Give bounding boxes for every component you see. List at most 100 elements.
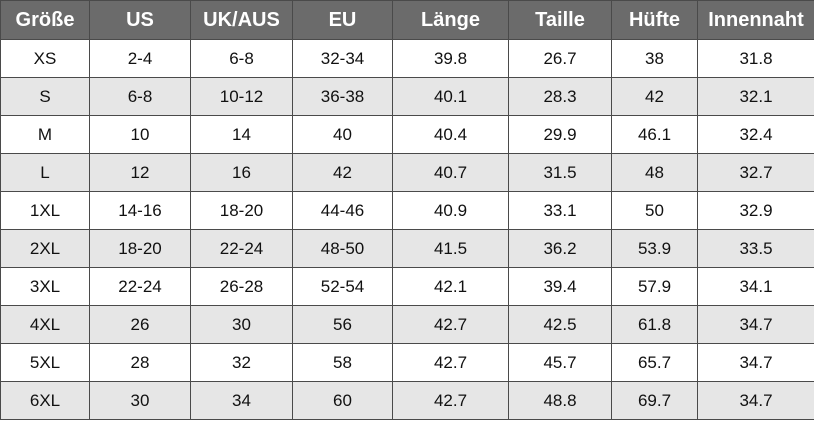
table-cell: 34	[190, 381, 293, 420]
table-cell: 42.5	[508, 305, 612, 344]
table-cell: 10	[89, 115, 191, 154]
header-cell: Taille	[508, 0, 612, 40]
table-cell: 40.4	[392, 115, 509, 154]
table-cell: 34.7	[697, 343, 814, 382]
table-cell: 1XL	[0, 191, 90, 230]
table-cell: 40	[292, 115, 393, 154]
table-cell: 32.1	[697, 77, 814, 116]
table-cell: 28.3	[508, 77, 612, 116]
table-row: 1XL 14-16 18-20 44-46 40.9 33.1 50 32.9	[0, 191, 814, 230]
table-cell: 48.8	[508, 381, 612, 420]
table-row: M 10 14 40 40.4 29.9 46.1 32.4	[0, 115, 814, 154]
header-cell: Größe	[0, 0, 90, 40]
table-cell: 41.5	[392, 229, 509, 268]
table-cell: 39.4	[508, 267, 612, 306]
table-cell: 12	[89, 153, 191, 192]
header-cell: Innennaht	[697, 0, 814, 40]
table-cell: 2XL	[0, 229, 90, 268]
table-cell: 69.7	[611, 381, 698, 420]
table-cell: 26.7	[508, 39, 612, 78]
table-cell: 2-4	[89, 39, 191, 78]
table-cell: XS	[0, 39, 90, 78]
table-row: 6XL 30 34 60 42.7 48.8 69.7 34.7	[0, 381, 814, 420]
table-cell: 42	[292, 153, 393, 192]
table-row: 3XL 22-24 26-28 52-54 42.1 39.4 57.9 34.1	[0, 267, 814, 306]
table-cell: 22-24	[89, 267, 191, 306]
table-row: S 6-8 10-12 36-38 40.1 28.3 42 32.1	[0, 77, 814, 116]
table-cell: 32.4	[697, 115, 814, 154]
table-cell: 3XL	[0, 267, 90, 306]
table-cell: 32-34	[292, 39, 393, 78]
table-cell: 33.1	[508, 191, 612, 230]
table-cell: 18-20	[190, 191, 293, 230]
table-cell: 31.8	[697, 39, 814, 78]
table-cell: 6XL	[0, 381, 90, 420]
table-cell: 40.7	[392, 153, 509, 192]
table-cell: 42.7	[392, 305, 509, 344]
table-cell: 4XL	[0, 305, 90, 344]
table-cell: 50	[611, 191, 698, 230]
table-cell: 29.9	[508, 115, 612, 154]
table-cell: 60	[292, 381, 393, 420]
table-cell: S	[0, 77, 90, 116]
table-cell: 36-38	[292, 77, 393, 116]
table-cell: 22-24	[190, 229, 293, 268]
header-row: Größe US UK/AUS EU Länge Taille Hüfte Innennaht	[0, 0, 814, 40]
table-cell: 61.8	[611, 305, 698, 344]
table-cell: 26	[89, 305, 191, 344]
header-cell: US	[89, 0, 191, 40]
table-cell: 14	[190, 115, 293, 154]
table-header: Größe US UK/AUS EU Länge Taille Hüfte Innennaht	[0, 0, 814, 40]
table-row: 5XL 28 32 58 42.7 45.7 65.7 34.7	[0, 343, 814, 382]
table-cell: M	[0, 115, 90, 154]
table-cell: 34.1	[697, 267, 814, 306]
table-cell: 48-50	[292, 229, 393, 268]
table-cell: 31.5	[508, 153, 612, 192]
table-cell: 42.7	[392, 343, 509, 382]
table-cell: 46.1	[611, 115, 698, 154]
table-cell: 48	[611, 153, 698, 192]
table-cell: 30	[89, 381, 191, 420]
table-cell: 18-20	[89, 229, 191, 268]
table-cell: 32.9	[697, 191, 814, 230]
table-cell: 40.9	[392, 191, 509, 230]
table-cell: 30	[190, 305, 293, 344]
table-cell: 28	[89, 343, 191, 382]
table-cell: 16	[190, 153, 293, 192]
table-cell: 32	[190, 343, 293, 382]
table-row: 2XL 18-20 22-24 48-50 41.5 36.2 53.9 33.5	[0, 229, 814, 268]
table-cell: 33.5	[697, 229, 814, 268]
header-cell: Hüfte	[611, 0, 698, 40]
table-cell: 6-8	[89, 77, 191, 116]
table-cell: L	[0, 153, 90, 192]
table-cell: 5XL	[0, 343, 90, 382]
table-cell: 53.9	[611, 229, 698, 268]
table-cell: 32.7	[697, 153, 814, 192]
header-cell: EU	[292, 0, 393, 40]
table-cell: 42.7	[392, 381, 509, 420]
table-cell: 42.1	[392, 267, 509, 306]
table-cell: 65.7	[611, 343, 698, 382]
table-cell: 45.7	[508, 343, 612, 382]
table-cell: 39.8	[392, 39, 509, 78]
table-row: L 12 16 42 40.7 31.5 48 32.7	[0, 153, 814, 192]
table-cell: 57.9	[611, 267, 698, 306]
table-cell: 34.7	[697, 381, 814, 420]
table-cell: 44-46	[292, 191, 393, 230]
header-cell: Länge	[392, 0, 509, 40]
table-cell: 34.7	[697, 305, 814, 344]
table-cell: 58	[292, 343, 393, 382]
table-cell: 42	[611, 77, 698, 116]
table-cell: 36.2	[508, 229, 612, 268]
table-body: XS 2-4 6-8 32-34 39.8 26.7 38 31.8 S 6-8 10-12 36-3…	[0, 39, 814, 420]
table-cell: 6-8	[190, 39, 293, 78]
table-cell: 40.1	[392, 77, 509, 116]
size-table: Größe US UK/AUS EU Länge Taille Hüfte Innennaht…	[0, 0, 814, 420]
table-cell: 52-54	[292, 267, 393, 306]
table-cell: 38	[611, 39, 698, 78]
table-cell: 10-12	[190, 77, 293, 116]
table-cell: 14-16	[89, 191, 191, 230]
table-row: 4XL 26 30 56 42.7 42.5 61.8 34.7	[0, 305, 814, 344]
table-cell: 56	[292, 305, 393, 344]
